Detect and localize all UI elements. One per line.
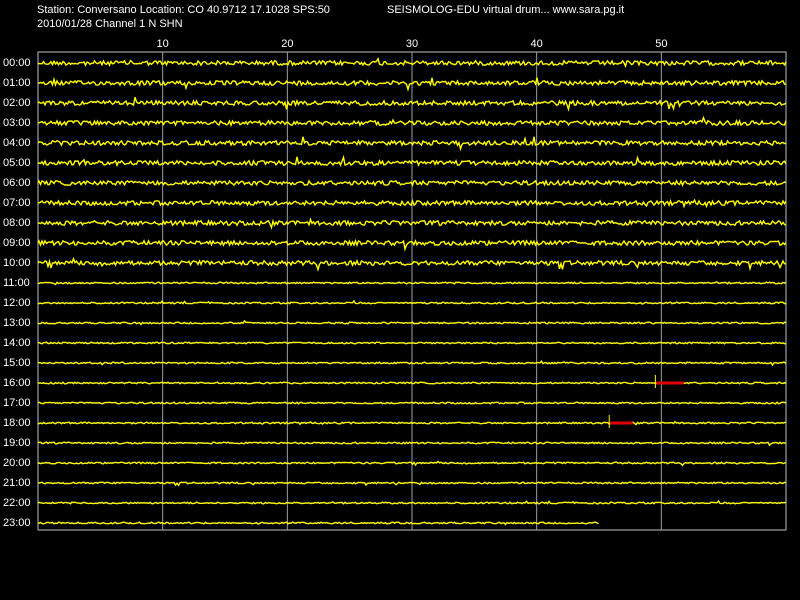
hour-label: 12:00: [3, 297, 31, 309]
app-title: SEISMOLOG-EDU virtual drum... www.sara.p…: [387, 4, 624, 16]
hour-label: 18:00: [3, 417, 31, 429]
hour-label: 11:00: [3, 277, 30, 289]
trace: [37, 481, 786, 487]
hour-label: 16:00: [3, 377, 31, 389]
trace: [37, 401, 787, 405]
hour-label: 06:00: [3, 177, 31, 189]
hour-label: 17:00: [3, 397, 31, 409]
station-info: Station: Conversano Location: CO 40.9712…: [37, 4, 330, 16]
hour-label: 01:00: [3, 77, 31, 89]
trace: [37, 256, 787, 272]
trace: [37, 420, 787, 426]
hour-label: 14:00: [3, 337, 31, 349]
hour-label: 09:00: [3, 237, 31, 249]
trace: [37, 499, 787, 505]
hour-label: 02:00: [3, 97, 31, 109]
hour-label: 22:00: [3, 497, 31, 509]
trace: [37, 238, 787, 252]
hour-label: 07:00: [3, 197, 31, 209]
hour-label: 13:00: [3, 317, 31, 329]
hour-label: 03:00: [3, 117, 31, 129]
hour-label: 20:00: [3, 457, 31, 469]
hour-label: 15:00: [3, 357, 31, 369]
minute-label: 30: [406, 38, 418, 50]
trace: [37, 76, 787, 92]
date-channel: 2010/01/28 Channel 1 N SHN: [37, 18, 183, 30]
minute-label: 50: [655, 38, 667, 50]
trace: [38, 217, 787, 230]
hour-label: 19:00: [3, 437, 31, 449]
minute-label: 40: [531, 38, 543, 50]
minute-label: 20: [281, 38, 293, 50]
trace: [37, 136, 787, 152]
hour-label: 08:00: [3, 217, 31, 229]
trace: [37, 319, 787, 326]
trace: [37, 178, 787, 188]
hour-label: 21:00: [3, 477, 31, 489]
hour-label: 10:00: [3, 257, 31, 269]
trace: [38, 154, 787, 168]
hour-label: 00:00: [3, 57, 31, 69]
trace: [37, 281, 787, 286]
trace: [37, 115, 787, 128]
trace: [37, 460, 787, 467]
trace: [37, 341, 787, 345]
trace: [37, 299, 787, 305]
trace: [37, 198, 787, 209]
plot-area: 10 20 30 40 50 00:00 01:00 02:00 03:00 04:00 05:00…: [3, 38, 787, 531]
trace: [37, 441, 787, 447]
hour-label: 04:00: [3, 137, 31, 149]
hour-label: 23:00: [3, 517, 31, 529]
trace: [37, 360, 787, 367]
trace: [37, 56, 787, 69]
hour-label: 05:00: [3, 157, 31, 169]
minute-label: 10: [157, 38, 169, 50]
trace: [37, 96, 787, 112]
trace: [37, 521, 599, 526]
